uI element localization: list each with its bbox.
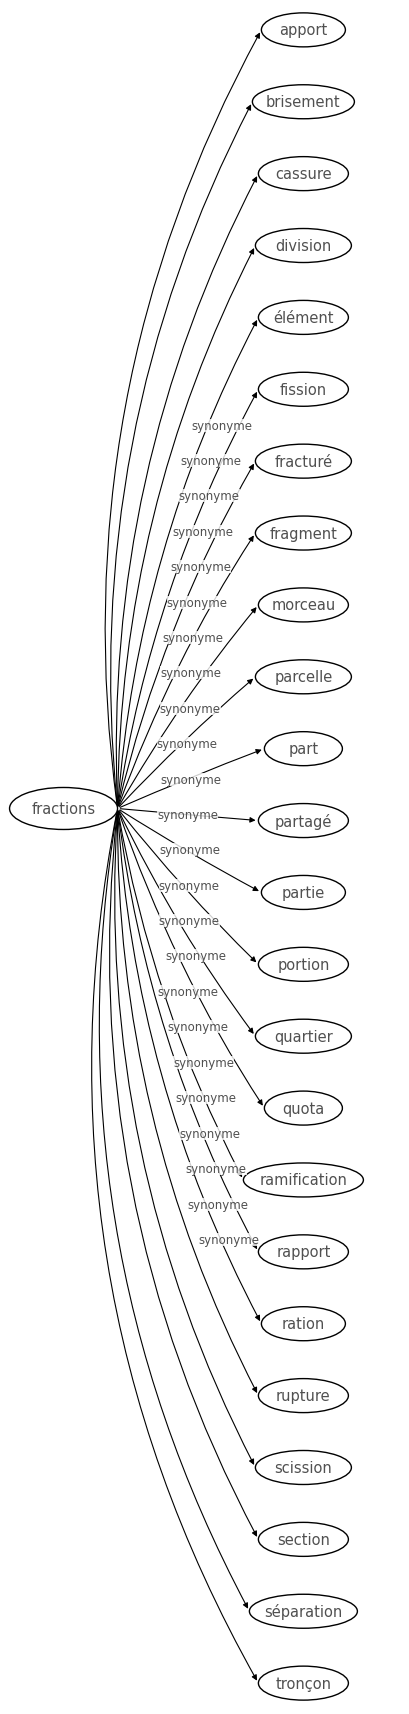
Text: synonyme: synonyme xyxy=(165,950,226,963)
Text: synonyme: synonyme xyxy=(178,490,239,502)
Text: synonyme: synonyme xyxy=(172,524,233,538)
Text: synonyme: synonyme xyxy=(157,986,218,999)
FancyArrowPatch shape xyxy=(120,809,254,823)
FancyArrowPatch shape xyxy=(119,608,255,807)
FancyArrowPatch shape xyxy=(119,680,252,807)
Text: synonyme: synonyme xyxy=(159,843,220,857)
FancyArrowPatch shape xyxy=(117,812,256,1392)
Text: synonyme: synonyme xyxy=(185,1162,246,1176)
FancyArrowPatch shape xyxy=(115,812,253,1464)
Ellipse shape xyxy=(243,1164,362,1198)
Text: morceau: morceau xyxy=(271,598,335,614)
Text: synonyme: synonyme xyxy=(167,1022,228,1034)
Ellipse shape xyxy=(258,158,348,192)
Ellipse shape xyxy=(258,804,348,838)
Text: scission: scission xyxy=(274,1460,331,1476)
Text: portion: portion xyxy=(276,956,329,972)
Ellipse shape xyxy=(249,1594,357,1628)
Text: fragment: fragment xyxy=(269,526,337,542)
FancyArrowPatch shape xyxy=(118,394,256,806)
Ellipse shape xyxy=(258,1666,348,1700)
FancyArrowPatch shape xyxy=(118,812,262,1106)
Text: synonyme: synonyme xyxy=(158,879,219,893)
Text: synonyme: synonyme xyxy=(178,1128,239,1140)
Text: synonyme: synonyme xyxy=(198,1232,258,1246)
FancyArrowPatch shape xyxy=(120,751,260,807)
Ellipse shape xyxy=(258,1522,348,1556)
Ellipse shape xyxy=(255,1020,351,1054)
Ellipse shape xyxy=(264,1092,342,1126)
Text: synonyme: synonyme xyxy=(175,1092,236,1104)
Text: division: division xyxy=(274,238,331,254)
Text: ration: ration xyxy=(281,1316,324,1332)
Ellipse shape xyxy=(9,788,117,830)
Text: synonyme: synonyme xyxy=(162,631,223,644)
Text: cassure: cassure xyxy=(274,166,331,182)
Text: quota: quota xyxy=(281,1100,324,1116)
FancyArrowPatch shape xyxy=(118,812,241,1178)
Text: élément: élément xyxy=(272,310,333,326)
Text: partagé: partagé xyxy=(274,812,331,830)
FancyArrowPatch shape xyxy=(110,106,250,806)
Ellipse shape xyxy=(252,86,353,120)
Text: synonyme: synonyme xyxy=(160,773,221,787)
FancyArrowPatch shape xyxy=(117,322,256,806)
FancyArrowPatch shape xyxy=(105,34,259,806)
Text: tronçon: tronçon xyxy=(275,1676,330,1690)
Ellipse shape xyxy=(261,1308,344,1340)
FancyArrowPatch shape xyxy=(116,178,256,806)
Ellipse shape xyxy=(255,516,351,550)
Ellipse shape xyxy=(255,660,351,694)
Ellipse shape xyxy=(255,446,351,478)
Ellipse shape xyxy=(264,732,342,766)
Ellipse shape xyxy=(258,374,348,406)
FancyArrowPatch shape xyxy=(118,466,253,806)
Text: rupture: rupture xyxy=(275,1388,330,1404)
Text: synonyme: synonyme xyxy=(173,1056,234,1070)
Text: synonyme: synonyme xyxy=(158,915,219,927)
Ellipse shape xyxy=(258,302,348,336)
Text: synonyme: synonyme xyxy=(157,737,217,751)
Ellipse shape xyxy=(258,948,348,982)
Ellipse shape xyxy=(261,14,344,48)
Text: synonyme: synonyme xyxy=(187,1198,247,1212)
Text: synonyme: synonyme xyxy=(159,703,220,715)
FancyArrowPatch shape xyxy=(118,812,256,1248)
FancyArrowPatch shape xyxy=(92,812,256,1680)
FancyArrowPatch shape xyxy=(118,536,253,806)
Text: fission: fission xyxy=(279,382,326,398)
Text: rapport: rapport xyxy=(276,1244,330,1260)
Ellipse shape xyxy=(258,1236,348,1268)
Text: quartier: quartier xyxy=(273,1028,332,1044)
FancyArrowPatch shape xyxy=(117,812,259,1320)
Ellipse shape xyxy=(258,1378,348,1412)
Ellipse shape xyxy=(258,588,348,622)
Ellipse shape xyxy=(261,876,344,910)
Ellipse shape xyxy=(255,1450,351,1484)
FancyArrowPatch shape xyxy=(119,811,252,1034)
Text: séparation: séparation xyxy=(264,1603,342,1620)
FancyArrowPatch shape xyxy=(119,811,255,962)
Text: synonyme: synonyme xyxy=(157,809,218,821)
Text: parcelle: parcelle xyxy=(274,670,332,686)
Text: ramification: ramification xyxy=(259,1172,346,1188)
Text: synonyme: synonyme xyxy=(160,667,220,680)
Text: synonyme: synonyme xyxy=(191,420,252,432)
FancyArrowPatch shape xyxy=(99,812,247,1608)
Text: brisement: brisement xyxy=(265,96,340,110)
FancyArrowPatch shape xyxy=(119,811,257,891)
Text: section: section xyxy=(276,1532,329,1548)
FancyArrowPatch shape xyxy=(117,250,253,806)
Text: synonyme: synonyme xyxy=(180,454,241,468)
Text: part: part xyxy=(288,742,318,758)
Text: partie: partie xyxy=(281,886,324,900)
Text: apport: apport xyxy=(279,24,327,38)
Ellipse shape xyxy=(255,230,351,264)
Text: synonyme: synonyme xyxy=(170,560,231,574)
Text: fracturé: fracturé xyxy=(274,454,332,470)
Text: synonyme: synonyme xyxy=(166,596,227,608)
FancyArrowPatch shape xyxy=(109,812,256,1536)
Text: fractions: fractions xyxy=(31,802,95,816)
